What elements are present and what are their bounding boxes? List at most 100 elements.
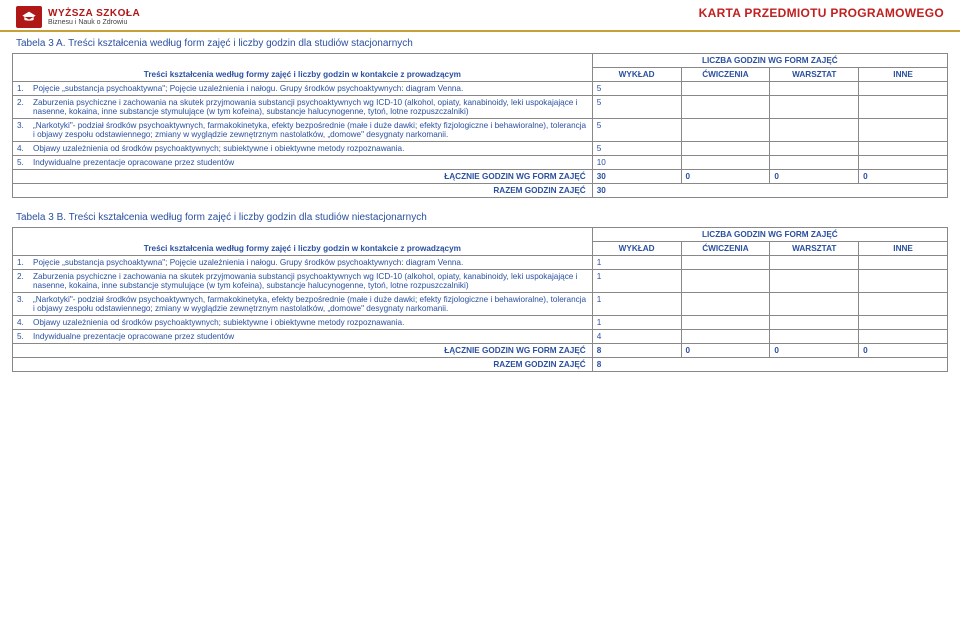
row-number: 2. — [17, 98, 29, 116]
table-a-total: RAZEM GODZIN ZAJĘĆ 30 — [13, 184, 948, 198]
row-value — [681, 316, 770, 330]
col-cwiczenia: ĆWICZENIA — [681, 242, 770, 256]
table-row: 2.Zaburzenia psychiczne i zachowania na … — [13, 270, 948, 293]
col-wyklad: WYKŁAD — [592, 242, 681, 256]
sum-inne: 0 — [859, 170, 948, 184]
sum-cwiczenia: 0 — [681, 170, 770, 184]
row-value — [770, 142, 859, 156]
col-group: LICZBA GODZIN WG FORM ZAJĘĆ — [592, 228, 947, 242]
row-text: „Narkotyki"- podział środków psychoaktyw… — [33, 295, 588, 313]
logo: WYŻSZA SZKOŁA Biznesu i Nauk o Zdrowiu — [16, 6, 140, 28]
table-row: 4. Objawy uzależnienia od środków psychoa… — [13, 316, 948, 330]
row-desc: 1. Pojęcie „substancja psychoaktywna"; Po… — [13, 256, 593, 270]
row-desc: 1.Pojęcie „substancja psychoaktywna"; Po… — [13, 82, 593, 96]
table-row: 1. Pojęcie „substancja psychoaktywna"; Po… — [13, 256, 948, 270]
table-b: Treści kształcenia według formy zajęć i … — [12, 227, 948, 372]
row-value — [681, 293, 770, 316]
row-value: 4 — [592, 330, 681, 344]
row-text: „Narkotyki"- podział środków psychoaktyw… — [33, 121, 588, 139]
total-label: RAZEM GODZIN ZAJĘĆ — [13, 358, 593, 372]
sum-label: ŁĄCZNIE GODZIN WG FORM ZAJĘĆ — [13, 344, 593, 358]
row-text: Indywidualne prezentacje opracowane prze… — [33, 332, 234, 341]
row-value — [770, 293, 859, 316]
row-desc: 4. Objawy uzależnienia od środków psychoa… — [13, 316, 593, 330]
row-number: 5. — [17, 158, 29, 167]
row-value: 5 — [592, 96, 681, 119]
table-b-sum: ŁĄCZNIE GODZIN WG FORM ZAJĘĆ 8 0 0 0 — [13, 344, 948, 358]
row-text: Indywidualne prezentacje opracowane prze… — [33, 158, 234, 167]
row-number: 3. — [17, 295, 29, 313]
sum-label: ŁĄCZNIE GODZIN WG FORM ZAJĘĆ — [13, 170, 593, 184]
sum-warsztat: 0 — [770, 344, 859, 358]
row-value: 5 — [592, 119, 681, 142]
row-number: 5. — [17, 332, 29, 341]
table-row: 5. Indywidualne prezentacje opracowane pr… — [13, 330, 948, 344]
page-header: WYŻSZA SZKOŁA Biznesu i Nauk o Zdrowiu K… — [0, 0, 960, 32]
row-value: 5 — [592, 142, 681, 156]
col-wyklad: WYKŁAD — [592, 68, 681, 82]
row-text: Objawy uzależnienia od środków psychoakt… — [33, 318, 404, 327]
row-value — [859, 256, 948, 270]
row-number: 4. — [17, 144, 29, 153]
row-value: 1 — [592, 270, 681, 293]
col-inne: INNE — [859, 68, 948, 82]
table-b-caption: Tabela 3 B. Treści kształcenia według fo… — [0, 198, 960, 227]
table-row: 1.Pojęcie „substancja psychoaktywna"; Po… — [13, 82, 948, 96]
row-text: Zaburzenia psychiczne i zachowania na sk… — [33, 272, 588, 290]
table-row: 5. Indywidualne prezentacje opracowane pr… — [13, 156, 948, 170]
row-value — [770, 316, 859, 330]
row-number: 3. — [17, 121, 29, 139]
total-label: RAZEM GODZIN ZAJĘĆ — [13, 184, 593, 198]
row-value — [770, 96, 859, 119]
row-value — [859, 270, 948, 293]
logo-icon — [16, 6, 42, 28]
row-value: 5 — [592, 82, 681, 96]
table-row: 4. Objawy uzależnienia od środków psychoa… — [13, 142, 948, 156]
row-desc: 5. Indywidualne prezentacje opracowane pr… — [13, 330, 593, 344]
col-cwiczenia: ĆWICZENIA — [681, 68, 770, 82]
row-value — [681, 330, 770, 344]
table-b-total: RAZEM GODZIN ZAJĘĆ 8 — [13, 358, 948, 372]
row-number: 4. — [17, 318, 29, 327]
row-value: 1 — [592, 256, 681, 270]
row-value — [770, 156, 859, 170]
row-desc: 2.Zaburzenia psychiczne i zachowania na … — [13, 96, 593, 119]
row-value — [859, 119, 948, 142]
row-value — [859, 293, 948, 316]
row-value — [770, 82, 859, 96]
row-value — [681, 82, 770, 96]
row-value — [859, 82, 948, 96]
row-value — [681, 142, 770, 156]
table-row: 3.„Narkotyki"- podział środków psychoakt… — [13, 119, 948, 142]
sum-warsztat: 0 — [770, 170, 859, 184]
row-desc: 5. Indywidualne prezentacje opracowane pr… — [13, 156, 593, 170]
row-desc: 3.„Narkotyki"- podział środków psychoakt… — [13, 293, 593, 316]
sum-wyklad: 30 — [592, 170, 681, 184]
row-value — [681, 270, 770, 293]
col-warsztat: WARSZTAT — [770, 68, 859, 82]
row-text: Pojęcie „substancja psychoaktywna"; Poję… — [33, 258, 463, 267]
logo-text: WYŻSZA SZKOŁA Biznesu i Nauk o Zdrowiu — [48, 8, 140, 26]
table-row: 3.„Narkotyki"- podział środków psychoakt… — [13, 293, 948, 316]
col-desc: Treści kształcenia według formy zajęć i … — [13, 54, 593, 82]
logo-line1: WYŻSZA SZKOŁA — [48, 8, 140, 19]
row-value — [859, 330, 948, 344]
row-value — [681, 119, 770, 142]
col-group: LICZBA GODZIN WG FORM ZAJĘĆ — [592, 54, 947, 68]
row-value — [681, 156, 770, 170]
row-text: Objawy uzależnienia od środków psychoakt… — [33, 144, 404, 153]
row-value — [859, 156, 948, 170]
row-value — [770, 330, 859, 344]
row-text: Zaburzenia psychiczne i zachowania na sk… — [33, 98, 588, 116]
row-number: 1. — [17, 258, 29, 267]
row-value: 10 — [592, 156, 681, 170]
total-value: 30 — [592, 184, 947, 198]
table-a-caption: Tabela 3 A. Treści kształcenia według fo… — [0, 32, 960, 53]
total-value: 8 — [592, 358, 947, 372]
sum-inne: 0 — [859, 344, 948, 358]
table-a-sum: ŁĄCZNIE GODZIN WG FORM ZAJĘĆ 30 0 0 0 — [13, 170, 948, 184]
row-value — [859, 316, 948, 330]
col-inne: INNE — [859, 242, 948, 256]
row-value — [859, 96, 948, 119]
row-value — [770, 119, 859, 142]
